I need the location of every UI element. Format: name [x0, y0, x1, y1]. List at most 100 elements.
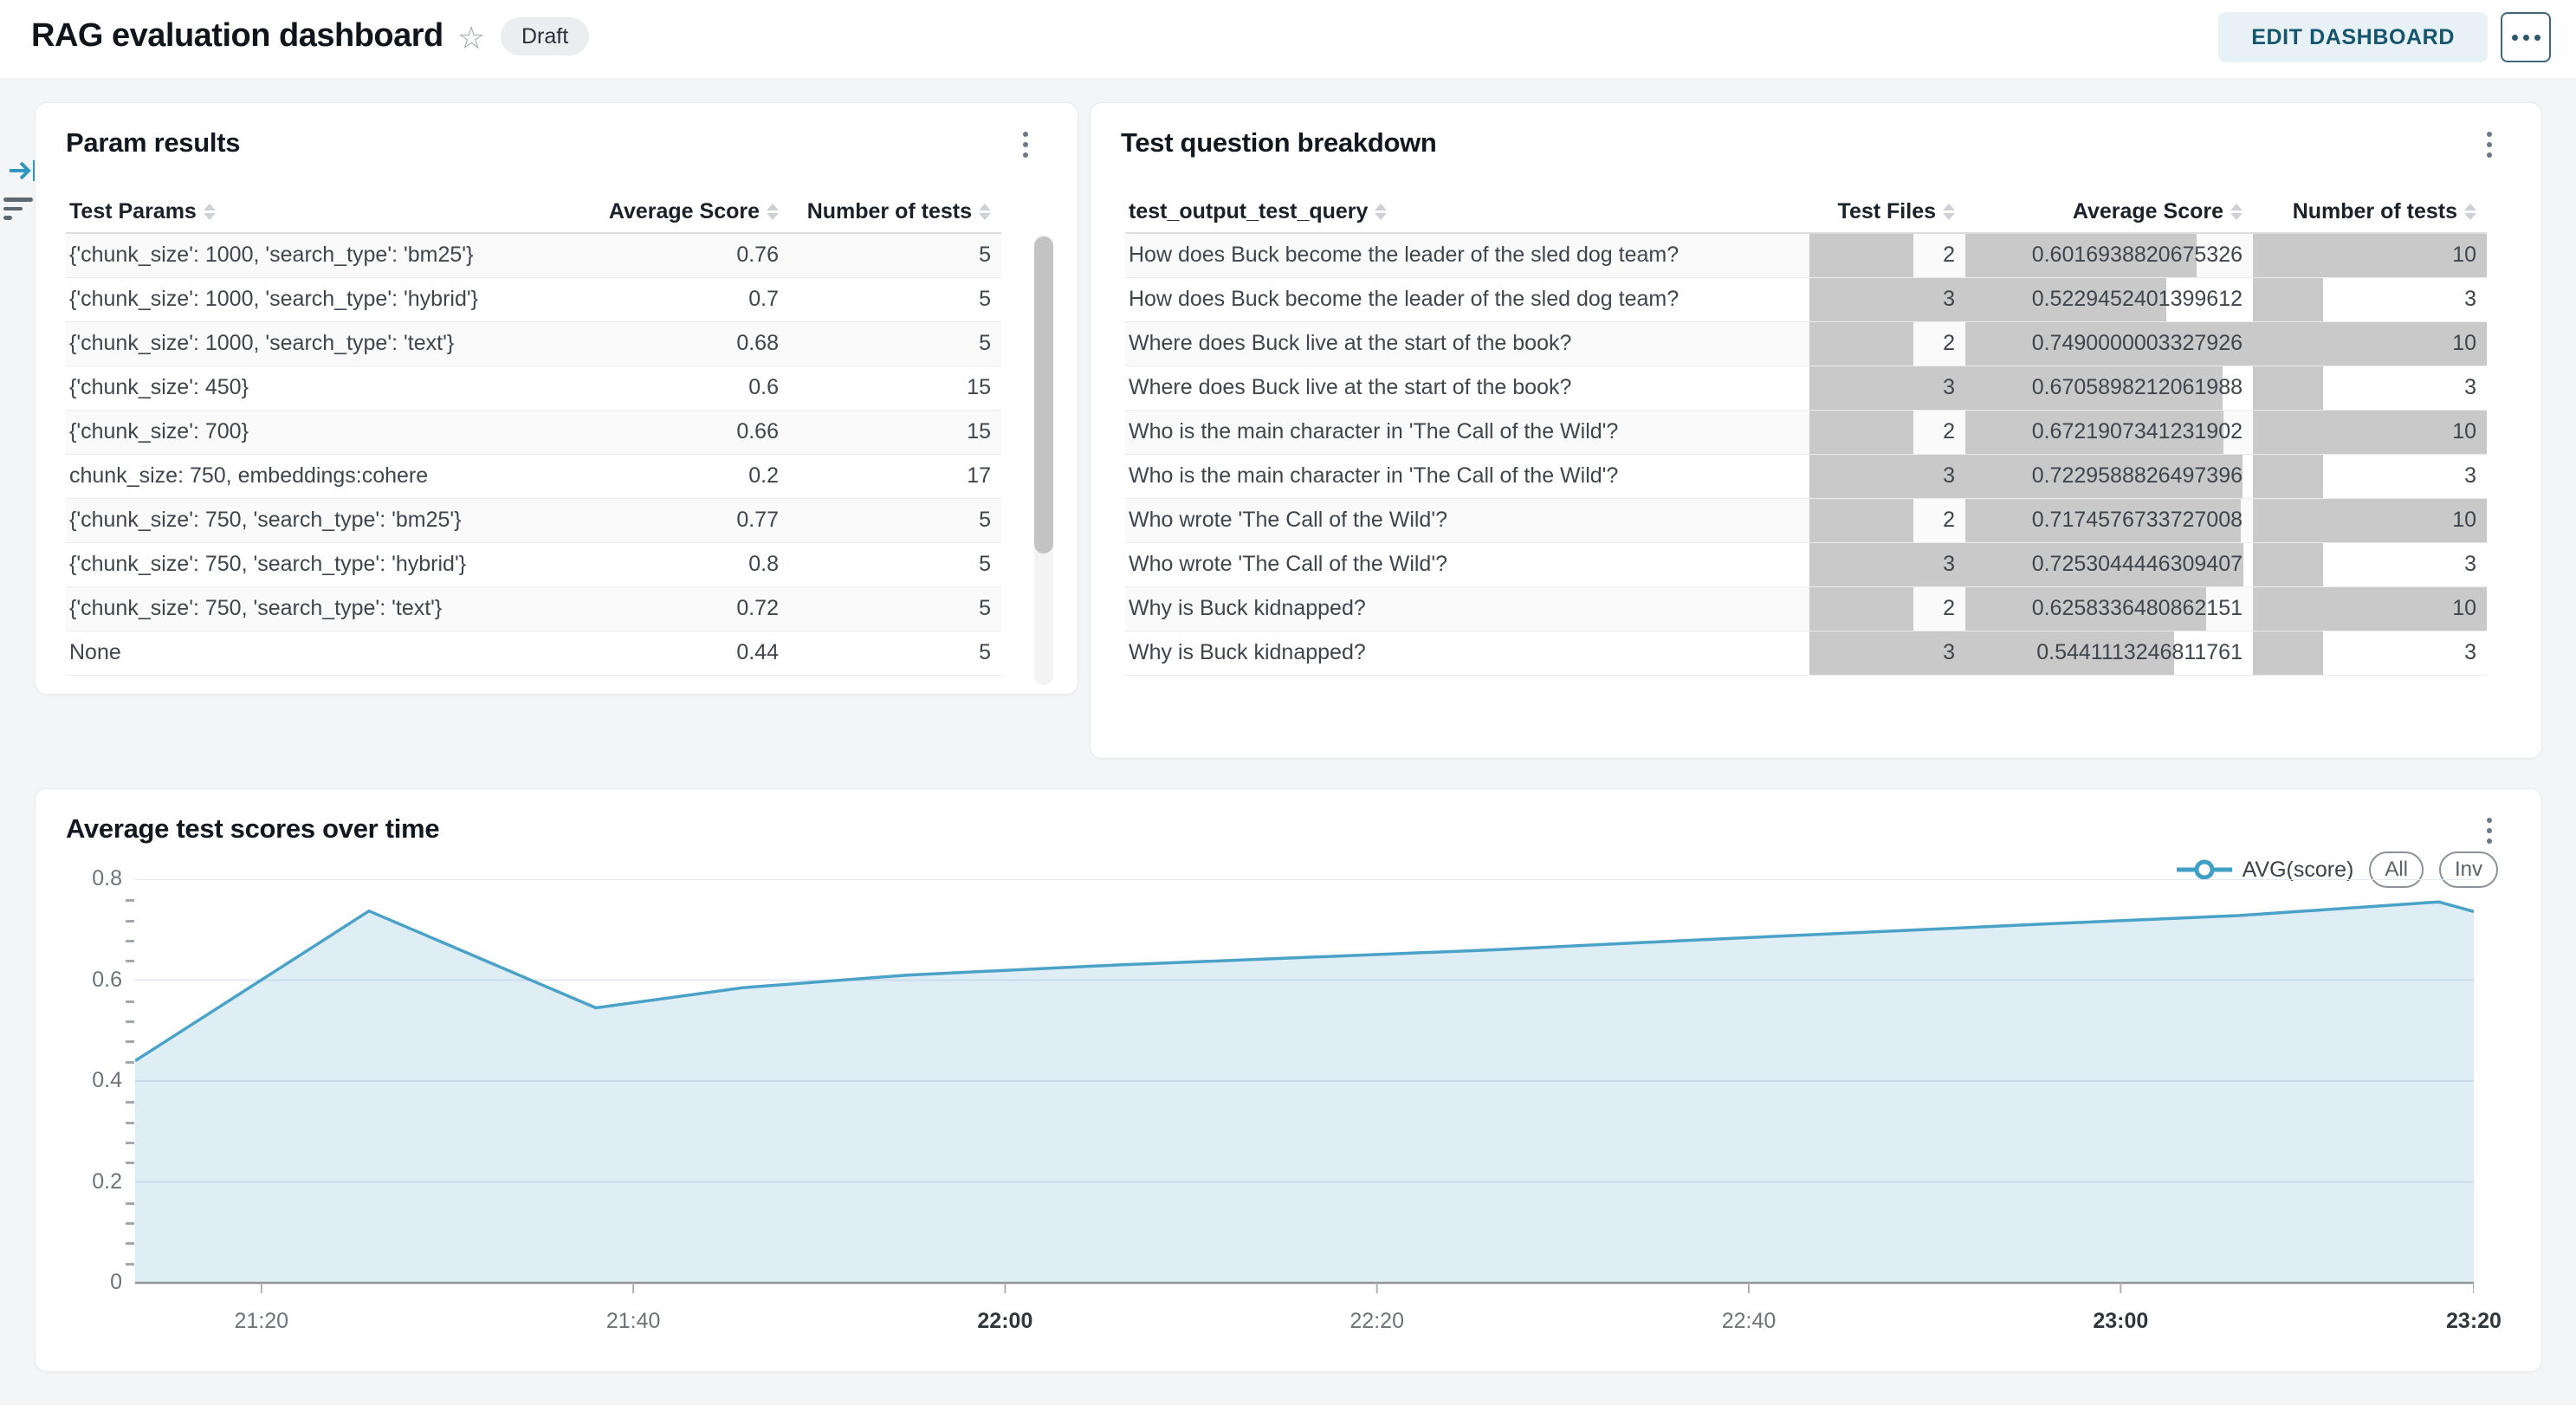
table-row: {'chunk_size': 1000, 'search_type': 'tex…	[66, 321, 1001, 366]
cell-average-score: 0.2	[603, 454, 789, 499]
table-row: {'chunk_size': 700} 0.66 15	[66, 410, 1001, 455]
cell-test-query: Who wrote 'The Call of the Wild'?	[1125, 498, 1809, 543]
data-bar	[2253, 454, 2323, 497]
column-header-number-of-tests[interactable]: Number of tests	[789, 191, 1001, 234]
cell-test-params: {'chunk_size': 1000, 'search_type': 'bm2…	[66, 233, 603, 278]
cell-number-of-tests: 5	[789, 542, 1001, 587]
cell-average-score: 0.77	[603, 498, 789, 543]
table-row: Who wrote 'The Call of the Wild'? 2 0.7174…	[1125, 498, 2487, 543]
edit-dashboard-button[interactable]: EDIT DASHBOARD	[2218, 12, 2488, 62]
data-bar	[2253, 631, 2323, 674]
kebab-menu-icon[interactable]	[2472, 126, 2507, 164]
cell-test-query: Who is the main character in 'The Call o…	[1125, 410, 1809, 455]
x-axis-tick-label: 22:20	[1349, 1309, 1404, 1333]
table-row: {'chunk_size': 750, 'search_type': 'bm25…	[66, 498, 1001, 543]
cell-number-of-tests: 10	[2253, 233, 2487, 278]
cell-test-files: 3	[1809, 454, 1965, 499]
sort-icon	[979, 204, 991, 220]
cell-test-query: Where does Buck live at the start of the…	[1125, 366, 1809, 411]
y-axis-minor-tick	[126, 1141, 134, 1144]
cell-test-files: 2	[1809, 586, 1965, 631]
column-header-test-files[interactable]: Test Files	[1809, 191, 1965, 234]
cell-test-query: Where does Buck live at the start of the…	[1125, 321, 1809, 366]
cell-test-query: Who is the main character in 'The Call o…	[1125, 454, 1809, 499]
table-row: How does Buck become the leader of the s…	[1125, 277, 2487, 322]
y-axis-minor-tick	[126, 1162, 134, 1165]
cell-number-of-tests: 10	[2253, 321, 2487, 366]
y-axis-minor-tick	[126, 1242, 134, 1246]
cell-average-score: 0.6016938820675326	[1965, 233, 2253, 278]
cell-number-of-tests: 3	[2253, 631, 2487, 676]
data-bar	[1809, 631, 1965, 674]
cell-average-score: 0.7174576733727008	[1965, 498, 2253, 543]
kebab-menu-icon[interactable]	[1008, 126, 1043, 164]
cell-number-of-tests: 5	[789, 631, 1001, 676]
column-header-average-score[interactable]: Average Score	[1965, 191, 2253, 234]
panel-title: Test question breakdown	[1121, 127, 1437, 158]
open-panel-arrow-icon[interactable]	[9, 158, 38, 184]
cell-average-score: 0.7253044446309407	[1965, 542, 2253, 587]
data-bar	[1809, 277, 1965, 320]
y-axis-minor-tick	[126, 1262, 134, 1266]
cell-average-score: 0.6258336480862151	[1965, 586, 2253, 631]
data-bar	[2253, 277, 2323, 320]
cell-average-score: 0.7490000003327926	[1965, 321, 2253, 366]
data-bar	[1809, 454, 1965, 497]
table-row: {'chunk_size': 1000, 'search_type': 'bm2…	[66, 233, 1001, 278]
kebab-menu-icon[interactable]	[2472, 812, 2507, 850]
column-header-test-params[interactable]: Test Params	[66, 191, 603, 234]
star-icon[interactable]: ☆	[457, 20, 486, 55]
column-header-average-score[interactable]: Average Score	[603, 191, 789, 234]
cell-average-score: 0.6721907341231902	[1965, 410, 2253, 455]
cell-number-of-tests: 10	[2253, 586, 2487, 631]
cell-test-files: 3	[1809, 366, 1965, 411]
table-row: Why is Buck kidnapped? 3 0.544111324681176…	[1125, 631, 2487, 676]
chart-plot-area[interactable]	[135, 879, 2474, 1295]
cell-number-of-tests: 5	[789, 586, 1001, 631]
scrollbar-track[interactable]	[1034, 235, 1053, 685]
cell-test-files: 3	[1809, 631, 1965, 676]
cell-number-of-tests: 17	[789, 454, 1001, 499]
table-row: Where does Buck live at the start of the…	[1125, 321, 2487, 366]
y-axis-tick-label: 0	[110, 1270, 122, 1294]
table-row: chunk_size: 750, embeddings:cohere 0.2 17	[66, 454, 1001, 499]
y-axis-tick-label: 0.4	[92, 1068, 122, 1092]
y-axis-minor-tick	[126, 1101, 134, 1104]
more-options-button[interactable]	[2501, 12, 2551, 62]
column-header-test-query[interactable]: test_output_test_query	[1125, 191, 1809, 234]
cell-test-params: {'chunk_size': 750, 'search_type': 'hybr…	[66, 542, 603, 587]
table-row: {'chunk_size': 450} 0.6 15	[66, 366, 1001, 411]
filter-icon[interactable]	[3, 197, 35, 221]
cell-test-files: 3	[1809, 542, 1965, 587]
cell-number-of-tests: 5	[789, 321, 1001, 366]
cell-average-score: 0.7229588826497396	[1965, 454, 2253, 499]
cell-number-of-tests: 15	[789, 410, 1001, 455]
cell-test-files: 2	[1809, 321, 1965, 366]
data-bar	[1965, 454, 2243, 497]
page-header: RAG evaluation dashboard ☆ Draft EDIT DA…	[0, 0, 2576, 78]
data-bar	[1965, 277, 2166, 320]
legend-inv-button[interactable]: Inv	[2438, 851, 2498, 888]
cell-number-of-tests: 3	[2253, 454, 2487, 499]
chart-legend: AVG(score) All Inv	[2176, 851, 2498, 888]
y-axis-tick-label: 0.8	[92, 866, 122, 890]
data-bar	[1965, 321, 2253, 365]
y-axis-minor-tick	[126, 1060, 134, 1064]
sort-icon	[2464, 204, 2476, 220]
data-bar	[1965, 366, 2223, 409]
cell-number-of-tests: 10	[2253, 410, 2487, 455]
table-row: Where does Buck live at the start of the…	[1125, 366, 2487, 411]
cell-test-params: {'chunk_size': 750, 'search_type': 'bm25…	[66, 498, 603, 543]
legend-series-label: AVG(score)	[2242, 857, 2354, 882]
cell-average-score: 0.5441113246811761	[1965, 631, 2253, 676]
column-header-number-of-tests[interactable]: Number of tests	[2253, 191, 2487, 234]
legend-item-avg-score[interactable]: AVG(score)	[2176, 857, 2354, 883]
cell-average-score: 0.72	[603, 586, 789, 631]
x-axis-tick-label: 22:00	[977, 1309, 1033, 1333]
scrollbar-thumb[interactable]	[1034, 236, 1053, 554]
y-axis-minor-tick	[126, 1040, 134, 1044]
legend-all-button[interactable]: All	[2369, 851, 2424, 888]
y-axis-minor-tick	[126, 919, 134, 923]
cell-number-of-tests: 3	[2253, 542, 2487, 587]
sort-icon	[1375, 204, 1388, 220]
